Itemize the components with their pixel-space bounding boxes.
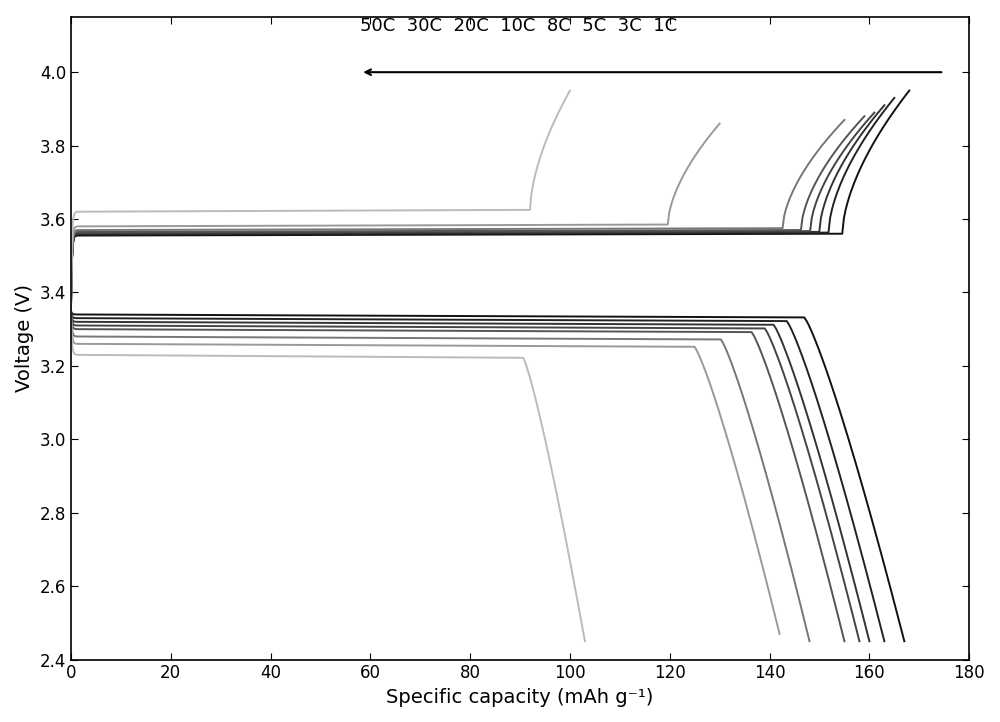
Text: 50C  30C  20C  10C  8C  5C  3C  1C: 50C 30C 20C 10C 8C 5C 3C 1C — [360, 17, 677, 35]
X-axis label: Specific capacity (mAh g⁻¹): Specific capacity (mAh g⁻¹) — [386, 688, 654, 707]
Y-axis label: Voltage (V): Voltage (V) — [15, 284, 34, 392]
